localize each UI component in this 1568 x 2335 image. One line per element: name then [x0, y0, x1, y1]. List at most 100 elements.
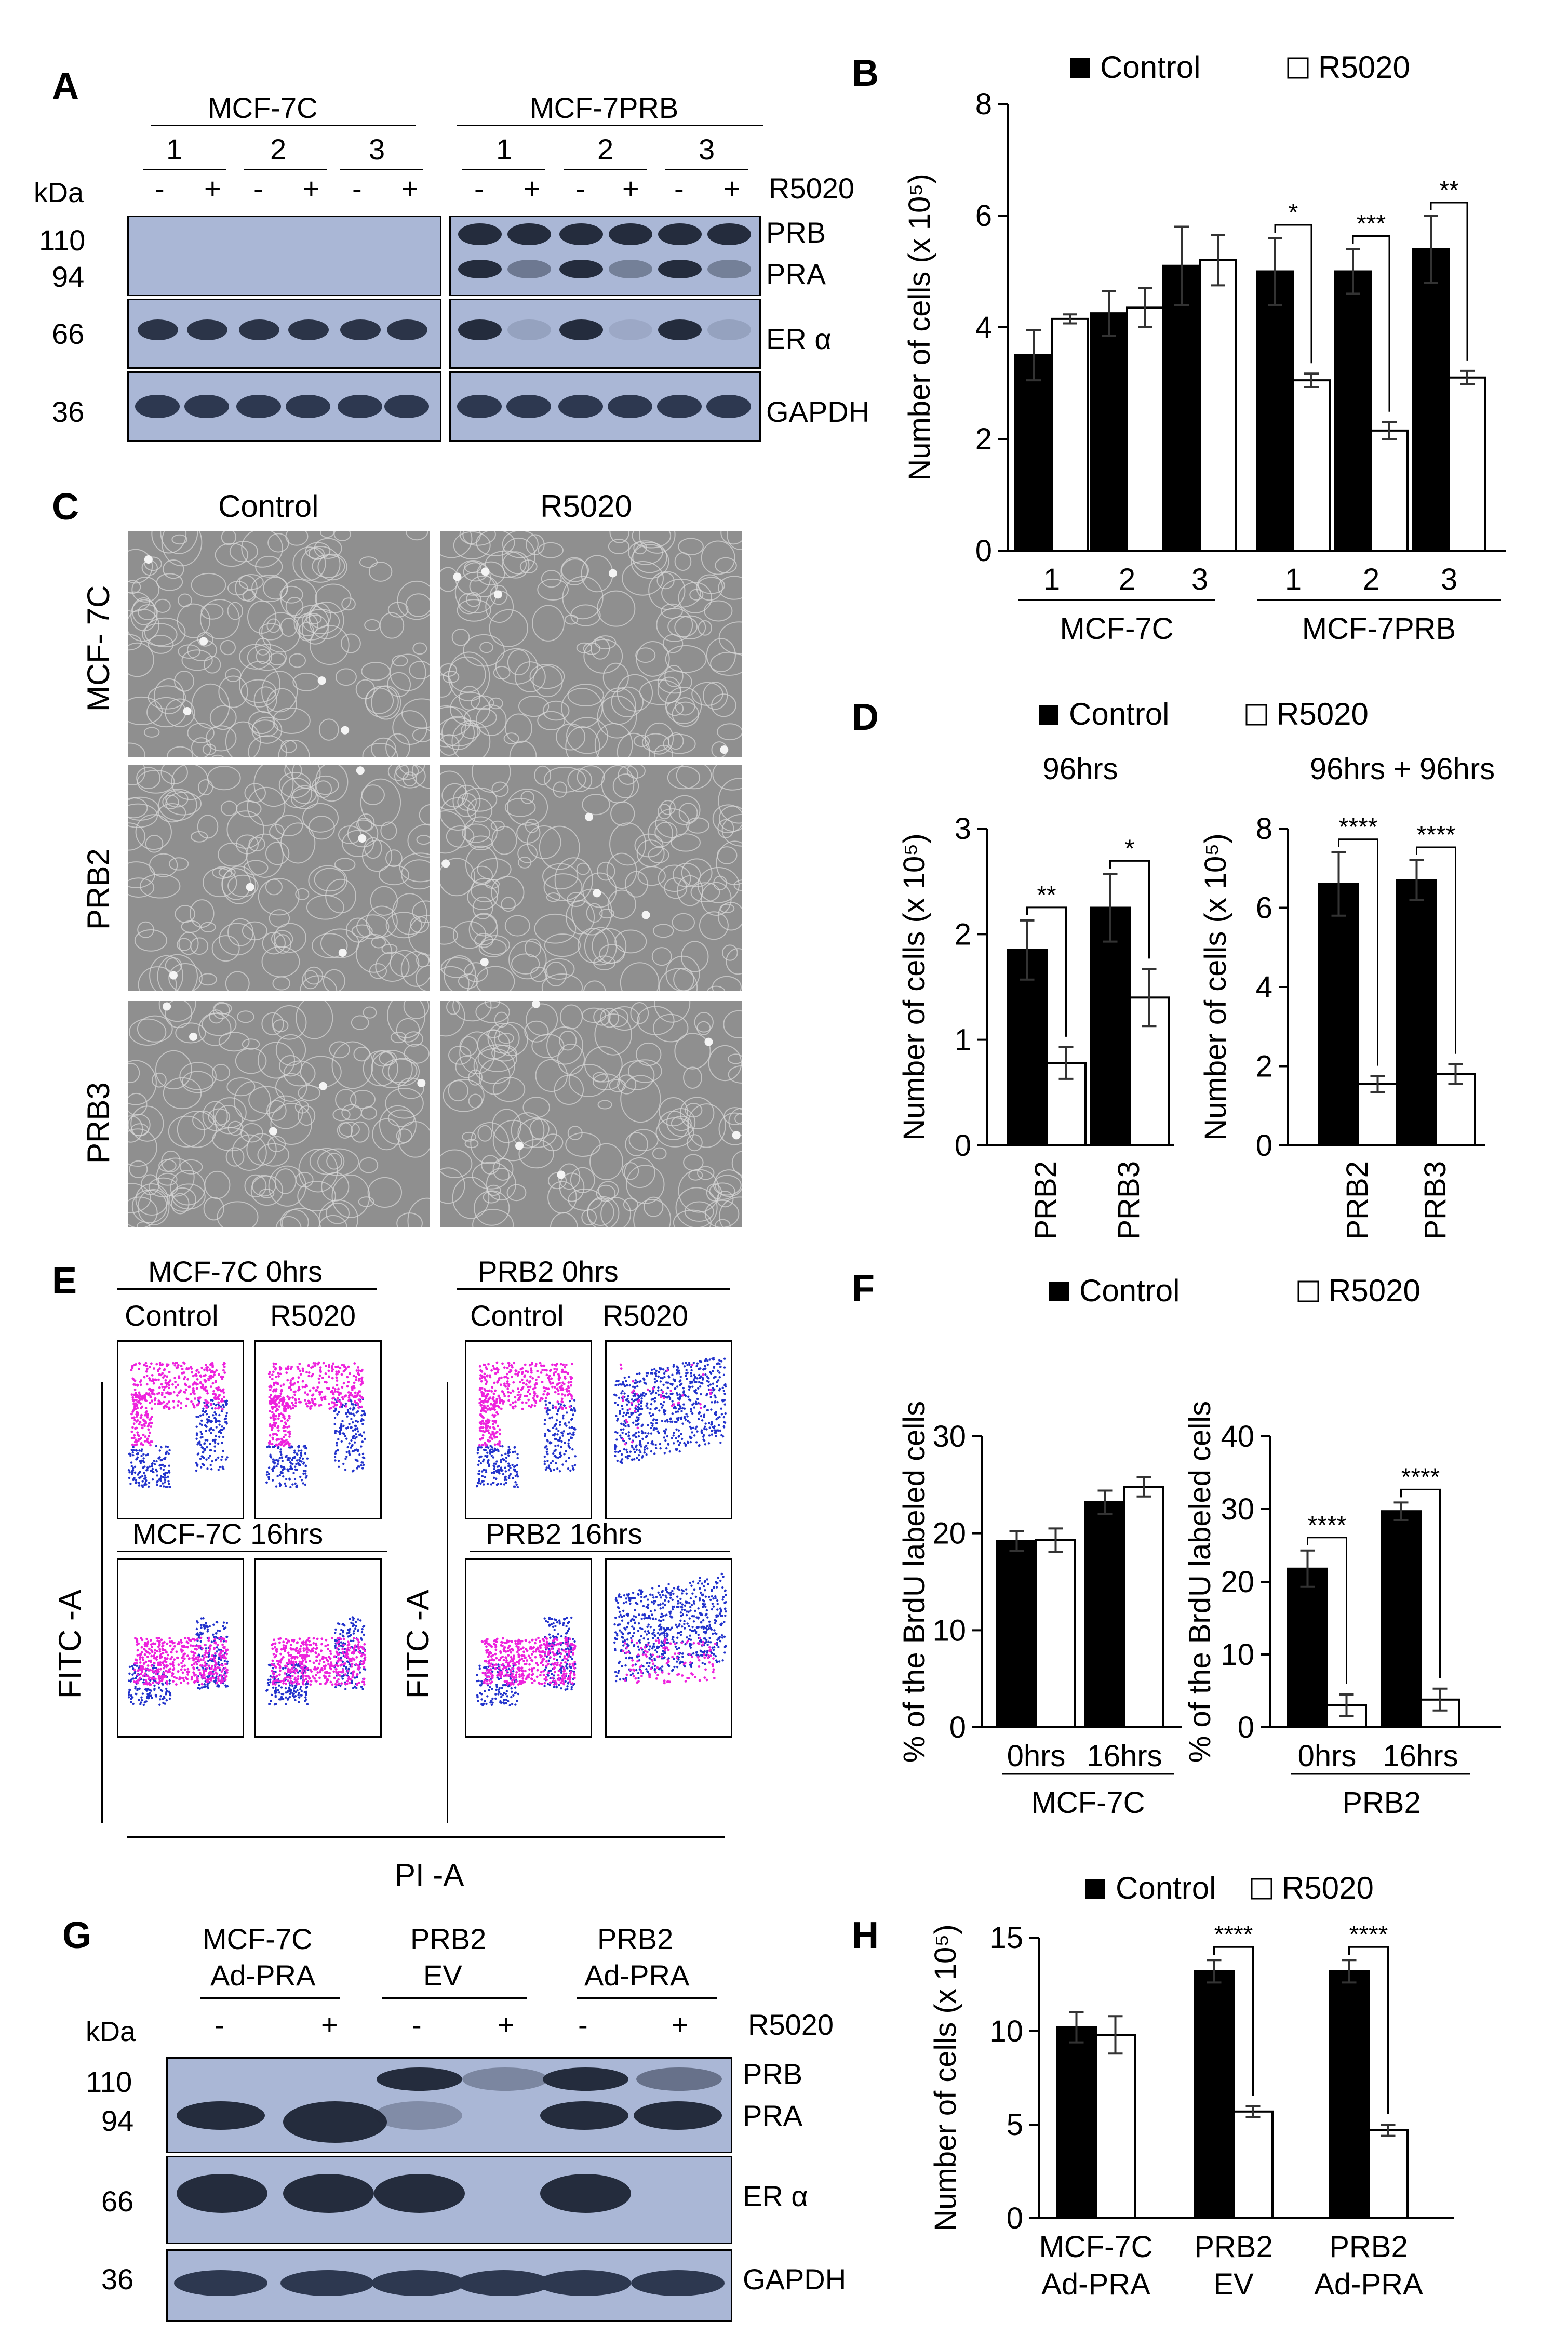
blot-g-group-2b: EV — [423, 1959, 462, 1992]
blot-band — [462, 2067, 548, 2091]
chart-y-tick-label: 30 — [1221, 1492, 1254, 1526]
blot-g-group-1b: Ad-PRA — [210, 1959, 316, 1992]
legend-swatch-r5020 — [1297, 1280, 1319, 1302]
bar-r5020 — [1123, 1486, 1164, 1728]
micro-prb2-control — [127, 764, 431, 992]
blot-a-treat-sign: + — [723, 172, 741, 205]
blot-a-lane-1: 1 — [166, 133, 183, 166]
chart-y-tick-label: 0 — [1007, 2201, 1023, 2235]
legend-label-r5020: R5020 — [1318, 50, 1410, 85]
sig-label: **** — [1214, 1921, 1253, 1949]
chart-y-tick-label: 20 — [932, 1517, 966, 1551]
chart-y-tick-label: 2 — [955, 917, 971, 951]
blot-g-band-prb: PRB — [743, 2058, 803, 2090]
bar-control — [1396, 879, 1437, 1146]
legend-swatch-r5020 — [1251, 1878, 1272, 1900]
bar-r5020 — [1199, 259, 1237, 552]
panel-label-d: D — [852, 697, 879, 738]
blot-band — [338, 395, 382, 418]
bar-r5020 — [1370, 429, 1409, 552]
blot-a-treat-sign: + — [401, 172, 419, 205]
blot-band — [609, 260, 652, 278]
chart-x-tick-label: PRB2 — [1194, 2230, 1273, 2264]
panel-label-a: A — [52, 65, 79, 107]
bar-r5020 — [1232, 2110, 1274, 2219]
blot-band — [457, 395, 502, 418]
bar-r5020 — [1095, 2034, 1136, 2219]
blot-band — [458, 319, 502, 340]
blot-band — [507, 223, 551, 245]
flow-plot-prb2-0-r5020 — [605, 1340, 732, 1519]
blot-a-treat-sign: - — [155, 172, 165, 205]
chart-x-tick-label: 0hrs — [1298, 1739, 1357, 1773]
flow-plot-prb2-0-control — [465, 1340, 592, 1519]
panel-label-e: E — [52, 1260, 77, 1302]
bar-r5020 — [1357, 1083, 1398, 1146]
panel-label-f: F — [852, 1268, 875, 1310]
panel-label-c: C — [52, 486, 79, 528]
bar-r5020 — [1035, 1539, 1076, 1728]
blot-band — [707, 260, 751, 278]
flow-plot-mcf7c-0-control — [117, 1340, 244, 1519]
blot-a-treat-sign: + — [204, 172, 221, 205]
flow-plot-mcf7c-16-control — [117, 1558, 244, 1738]
blot-a-mw-36: 36 — [52, 395, 85, 428]
sig-bracket — [1338, 838, 1378, 1066]
blot-band — [236, 395, 281, 418]
chart-x-tick-label: MCF-7C — [1039, 2230, 1152, 2264]
flow-ctrl-2: Control — [470, 1299, 564, 1332]
blot-band — [657, 395, 702, 418]
blot-a-lane-5: 2 — [597, 133, 614, 166]
blot-a-era-strip-right — [449, 299, 761, 369]
sig-bracket — [1352, 235, 1390, 412]
blot-g-mw-36: 36 — [101, 2263, 134, 2296]
sig-bracket — [1307, 1537, 1347, 1684]
flow-plot-mcf7c-16-r5020 — [254, 1558, 382, 1738]
blot-band — [540, 2101, 628, 2130]
blot-g-treat-sign: + — [321, 2008, 338, 2041]
flow-title-mcf7c-0: MCF-7C 0hrs — [148, 1255, 323, 1288]
blot-band — [707, 223, 751, 245]
bar-control — [1056, 2026, 1097, 2219]
blot-a-r5020: R5020 — [769, 172, 855, 205]
chart-y-label: Number of cells (x 10⁵) — [1199, 833, 1232, 1140]
blot-band — [608, 395, 652, 418]
chart-y-tick-label: 2 — [975, 422, 992, 456]
flow-r5020-2: R5020 — [602, 1299, 689, 1332]
sig-bracket — [1416, 846, 1456, 1054]
blot-band — [371, 2270, 465, 2296]
flow-ctrl-1: Control — [125, 1299, 219, 1332]
sig-label: **** — [1417, 821, 1456, 849]
chart-y-label: Number of cells (x 10⁵) — [929, 1924, 962, 2231]
legend-label-control: Control — [1116, 1871, 1216, 1905]
chart-d2-title: 96hrs + 96hrs — [1310, 752, 1495, 786]
chart-y-tick-label: 0 — [955, 1129, 971, 1163]
blot-band — [387, 319, 427, 340]
sig-bracket — [1213, 1946, 1254, 2096]
chart-y-tick-label: 6 — [975, 199, 992, 233]
blot-band — [374, 2174, 465, 2213]
blot-g-treat-sign: + — [498, 2008, 515, 2041]
group-label-prb2: PRB2 — [1342, 1786, 1421, 1820]
blot-band — [634, 2101, 722, 2130]
micro-mcf7c-control — [127, 530, 431, 758]
bar-control — [1381, 1510, 1422, 1728]
blot-a-treat-sign: + — [622, 172, 639, 205]
blot-a-mw-94: 94 — [52, 260, 85, 293]
blot-a-treat-sign: - — [674, 172, 684, 205]
legend-label-control: Control — [1079, 1273, 1180, 1308]
chart-y-label: Number of cells (x 10⁵) — [897, 833, 931, 1140]
blot-a-treat-sign: - — [474, 172, 484, 205]
chart-x-tick-label: PRB3 — [1418, 1161, 1452, 1240]
sig-label: ** — [1439, 177, 1458, 204]
blot-a-treat-sign: - — [352, 172, 362, 205]
micro-col-control: Control — [218, 489, 319, 524]
blot-a-group-mcf7c: MCF-7C — [208, 91, 318, 124]
blot-band — [609, 319, 652, 340]
bar-r5020 — [1126, 306, 1164, 552]
sig-label: **** — [1339, 813, 1378, 841]
blot-g-band-pra: PRA — [743, 2099, 803, 2132]
chart-y-tick-label: 2 — [1256, 1050, 1272, 1084]
legend-swatch-control — [1070, 58, 1090, 78]
micro-row-mcf7c: MCF- 7C — [81, 585, 116, 712]
